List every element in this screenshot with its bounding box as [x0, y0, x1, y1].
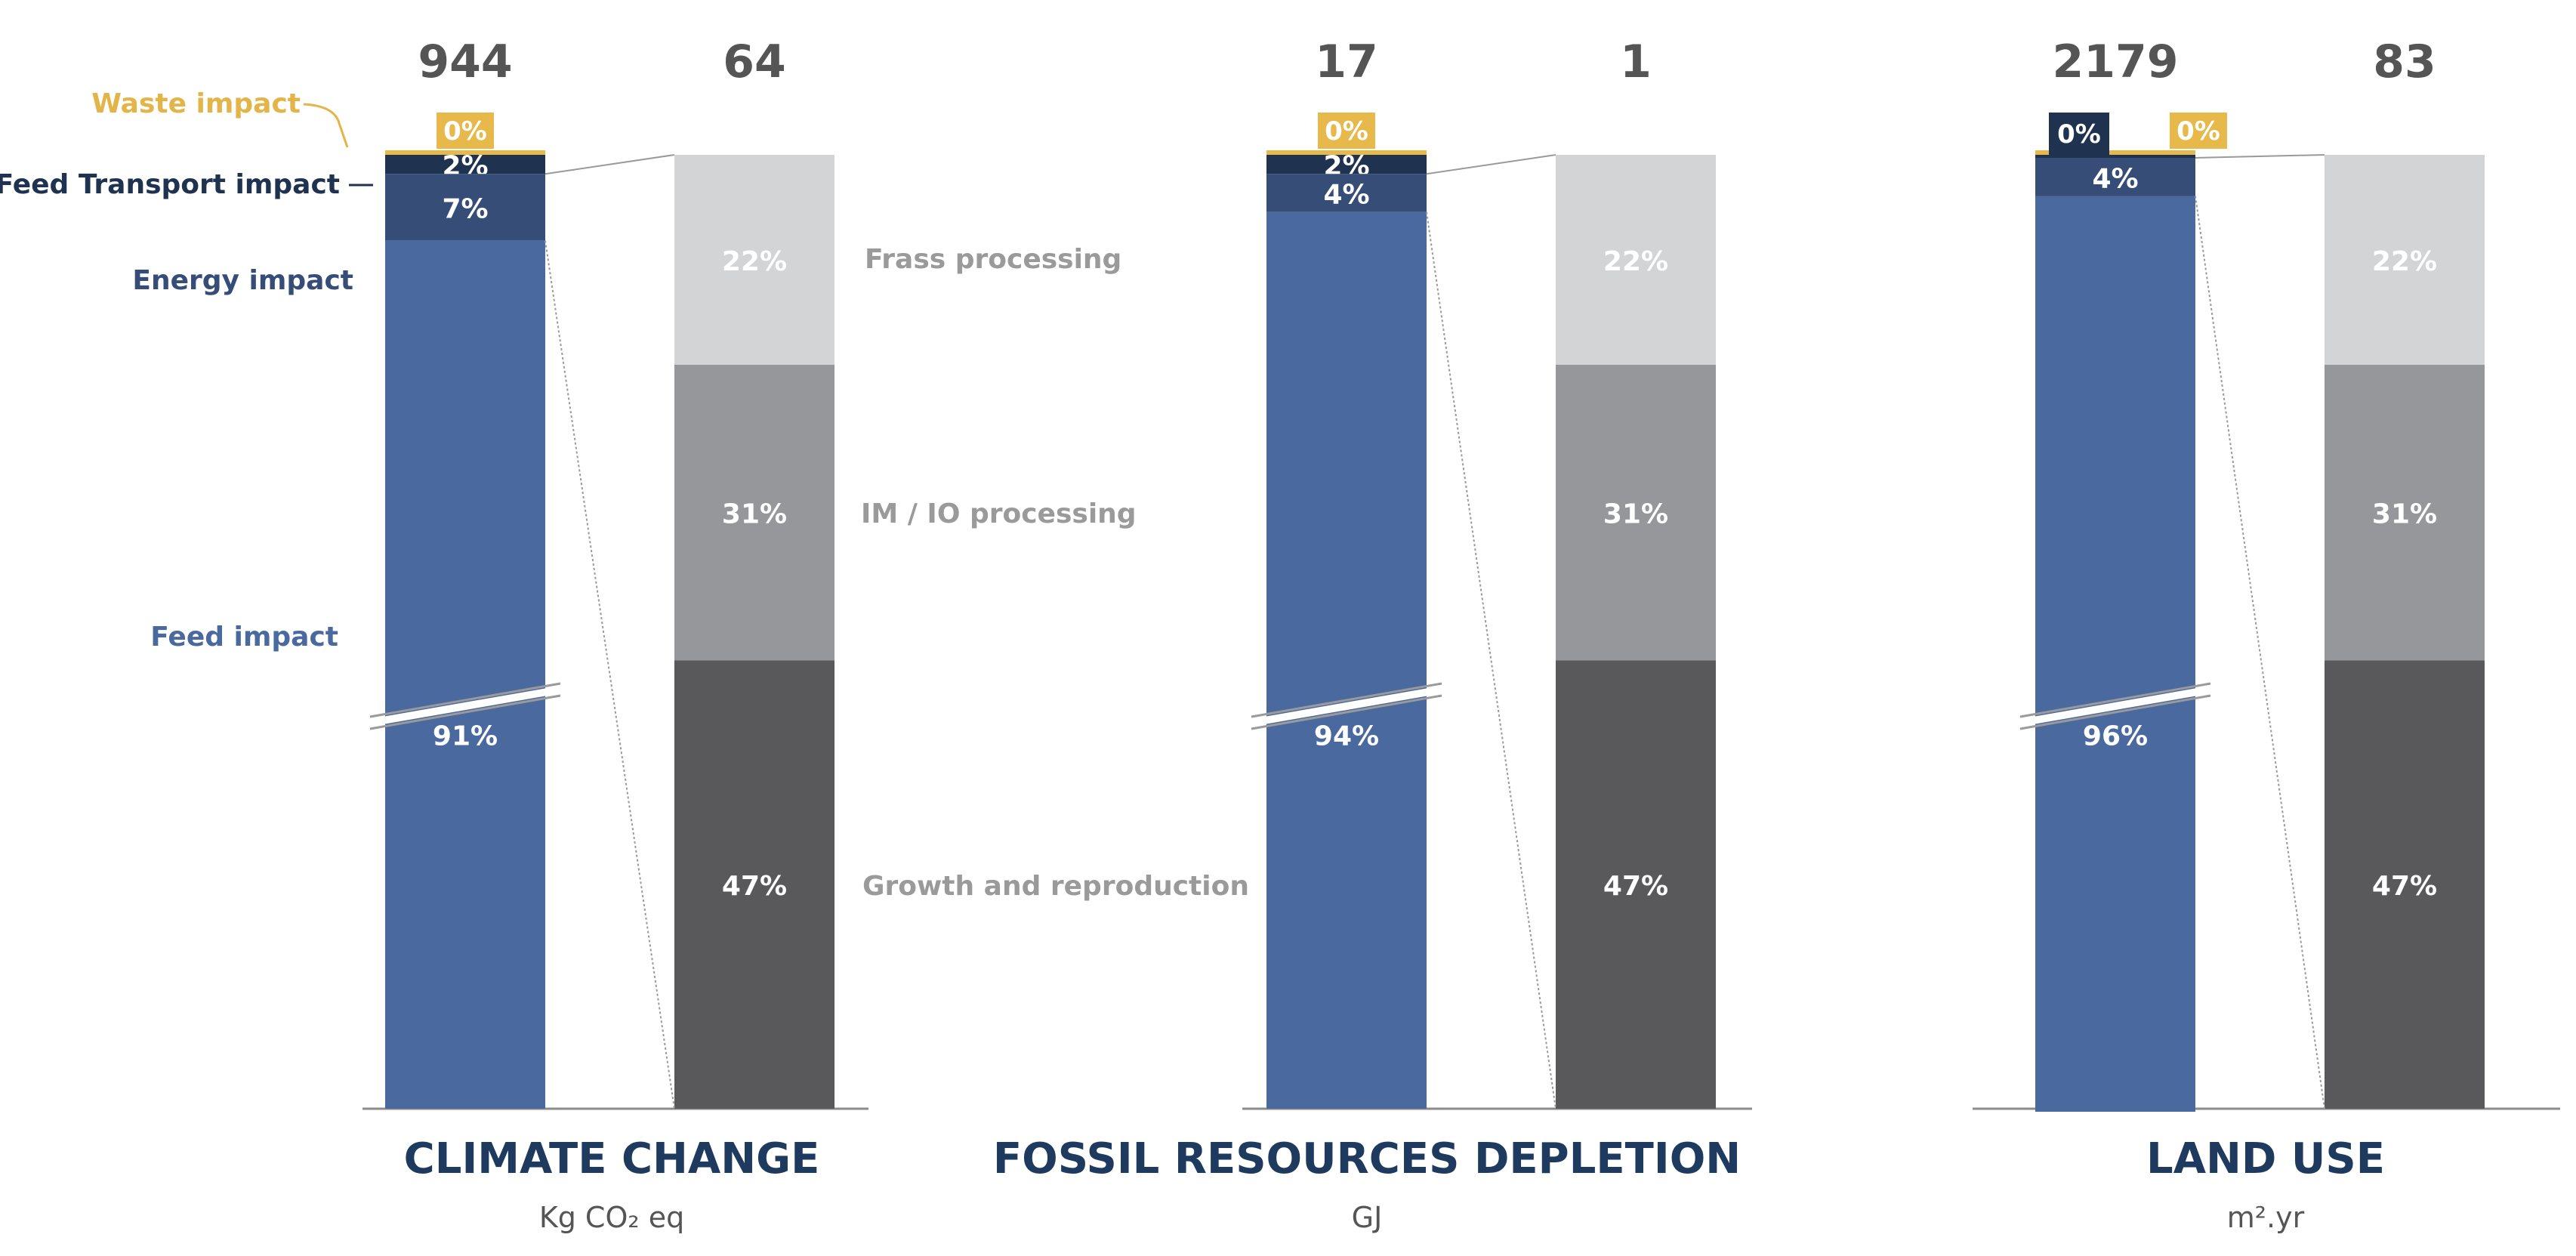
legend-leader-waste	[303, 103, 349, 148]
connector-line	[2195, 196, 2325, 1109]
total-label-feed: 17	[1315, 35, 1378, 88]
data-label: 31%	[2372, 499, 2437, 530]
legend-label-feed: Feed impact	[150, 622, 338, 653]
connector-line	[545, 240, 675, 1109]
waste-badge	[1318, 113, 1375, 149]
chart-title: CLIMATE CHANGE	[404, 1134, 820, 1183]
waste-badge	[2170, 113, 2227, 149]
bar-segment-growth-and-reproduction	[2325, 660, 2485, 1109]
data-label: 0%	[443, 116, 487, 147]
bar-segment-energy-impact	[1266, 174, 1427, 212]
axis-break-gap	[1251, 686, 1442, 727]
axis-break-gap	[369, 686, 561, 727]
connector-line	[2195, 154, 2325, 159]
legend-label-imio: IM / IO processing	[861, 498, 1137, 529]
total-label-feed: 944	[418, 35, 512, 88]
data-label: 0%	[2176, 116, 2220, 147]
total-label-process: 1	[1620, 35, 1652, 88]
axis-break-gap	[2019, 686, 2211, 727]
connector-line	[1426, 154, 1556, 175]
bar-segment-waste	[2035, 150, 2195, 155]
bar-segment-feed-transport-impact	[1266, 155, 1427, 174]
connector-line	[545, 154, 675, 175]
data-label: 0%	[2057, 119, 2101, 150]
chart-title: LAND USE	[2146, 1134, 2385, 1183]
bar-segment-energy-impact	[385, 174, 545, 241]
data-label: 4%	[1323, 180, 1369, 211]
axis-break-line	[1251, 682, 1442, 718]
legend-label-growth: Growth and reproduction	[862, 871, 1249, 902]
bar-segment-energy-impact	[2035, 158, 2195, 196]
axis-break-line	[369, 682, 561, 718]
waste-badge	[437, 113, 494, 149]
data-label: 47%	[1603, 871, 1668, 902]
data-label: 7%	[442, 193, 488, 224]
data-label: 91%	[433, 721, 498, 752]
data-label: 31%	[1603, 499, 1668, 530]
bar-segment-frass-processing	[1556, 155, 1716, 365]
bar-segment-im-io-processing	[1556, 364, 1716, 661]
data-label: 47%	[2372, 871, 2437, 902]
axis-break-line	[2019, 682, 2211, 718]
bar-segment-feed-impact	[385, 240, 545, 1109]
legend-label-transport: Feed Transport impact	[0, 169, 340, 200]
axis-break-line	[369, 694, 561, 730]
transport-badge	[2049, 113, 2109, 155]
data-label: 47%	[722, 871, 787, 902]
bar-segment-feed-transport-impact	[2035, 155, 2195, 158]
bar-segment-feed-impact	[2035, 196, 2195, 1112]
data-label: 94%	[1314, 721, 1379, 752]
axis-break-line	[2019, 694, 2211, 730]
legend-label-energy: Energy impact	[132, 265, 353, 296]
axis-break-line	[1251, 694, 1442, 730]
chart-title: FOSSIL RESOURCES DEPLETION	[993, 1134, 1741, 1183]
bar-segment-frass-processing	[2325, 155, 2485, 365]
data-label: 22%	[722, 246, 787, 277]
bar-segment-feed-impact	[1266, 211, 1427, 1109]
bar-segment-growth-and-reproduction	[674, 660, 835, 1109]
data-label: 22%	[1603, 246, 1668, 277]
bar-segment-im-io-processing	[674, 364, 835, 661]
bar-segment-waste	[385, 150, 545, 155]
total-label-process: 83	[2373, 35, 2436, 88]
legend-label-frass: Frass processing	[865, 244, 1121, 275]
total-label-feed: 2179	[2053, 35, 2179, 88]
bar-segment-waste	[1266, 150, 1427, 155]
data-label: 96%	[2083, 721, 2148, 752]
connector-line	[1426, 211, 1556, 1109]
chart-unit: Kg CO₂ eq	[539, 1201, 684, 1234]
data-label: 0%	[1325, 116, 1368, 147]
data-label: 4%	[2092, 163, 2138, 194]
chart-unit: GJ	[1352, 1201, 1383, 1234]
data-label: 31%	[722, 499, 787, 530]
legend-label-waste: Waste impact	[91, 88, 301, 119]
chart-unit: m².yr	[2227, 1201, 2305, 1234]
data-label: 22%	[2372, 246, 2437, 277]
bar-segment-feed-transport-impact	[385, 155, 545, 174]
bar-segment-growth-and-reproduction	[1556, 660, 1716, 1109]
bar-segment-im-io-processing	[2325, 364, 2485, 661]
total-label-process: 64	[723, 35, 786, 88]
bar-segment-frass-processing	[674, 155, 835, 365]
